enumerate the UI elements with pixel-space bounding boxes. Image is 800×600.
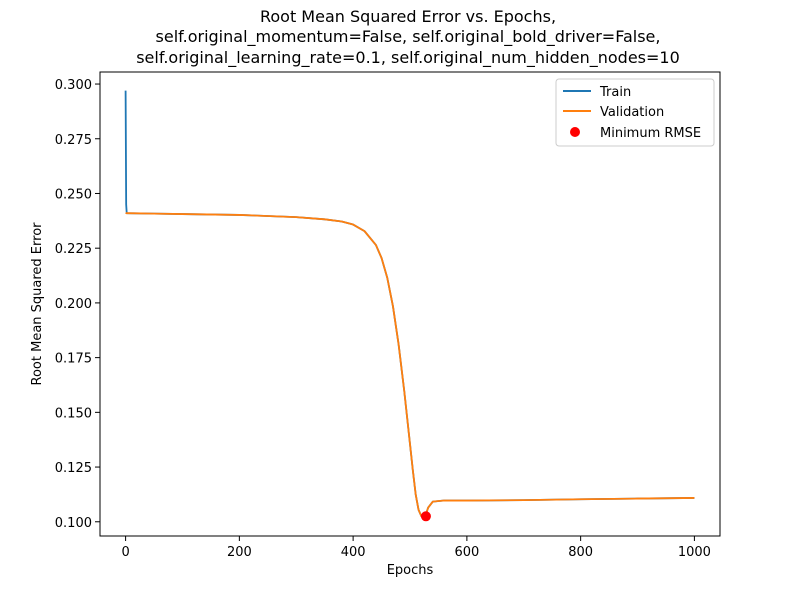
minimum-marker-group xyxy=(420,511,431,522)
legend-label-minimum-rmse: Minimum RMSE xyxy=(600,126,701,141)
legend-label-validation: Validation xyxy=(600,105,664,120)
y-tick-label: 0.125 xyxy=(55,461,92,476)
y-tick-label: 0.275 xyxy=(55,133,92,148)
y-tick-label: 0.100 xyxy=(55,516,92,531)
y-tick-label: 0.150 xyxy=(55,406,92,421)
legend-box xyxy=(555,78,715,147)
plot-area-frame xyxy=(99,71,721,537)
y-tick-label: 0.300 xyxy=(55,78,92,93)
y-tick-label: 0.225 xyxy=(55,242,92,257)
x-tick-label: 0 xyxy=(121,545,129,560)
x-tick-label: 600 xyxy=(454,545,479,560)
y-axis-ticks: 0.100 0.125 0.150 0.175 0.200 0.225 0.250 0.275… xyxy=(55,78,100,531)
y-tick-label: 0.200 xyxy=(55,297,92,312)
x-axis-ticks: 0 200 400 600 800 1000 xyxy=(121,536,711,560)
legend: Train Validation Minimum RMSE xyxy=(555,78,715,147)
x-tick-label: 1000 xyxy=(678,545,711,560)
y-tick-label: 0.175 xyxy=(55,352,92,367)
chart-subtitle-line-1: self.original_momentum=False, self.origi… xyxy=(156,27,661,47)
chart-subtitle-line-2: self.original_learning_rate=0.1, self.or… xyxy=(136,48,680,68)
series-line-validation xyxy=(125,212,695,519)
x-axis-label: Epochs xyxy=(387,563,434,578)
series-lines xyxy=(124,90,695,519)
y-tick-label: 0.250 xyxy=(55,187,92,202)
legend-swatch-minimum-rmse xyxy=(570,127,580,137)
y-axis-label: Root Mean Squared Error xyxy=(30,222,45,386)
x-tick-label: 400 xyxy=(341,545,366,560)
legend-label-train: Train xyxy=(599,85,631,100)
x-tick-label: 200 xyxy=(227,545,252,560)
series-line-train xyxy=(124,90,695,519)
x-tick-label: 800 xyxy=(568,545,593,560)
minimum-rmse-point xyxy=(420,511,431,522)
chart-title: Root Mean Squared Error vs. Epochs, xyxy=(260,7,556,26)
